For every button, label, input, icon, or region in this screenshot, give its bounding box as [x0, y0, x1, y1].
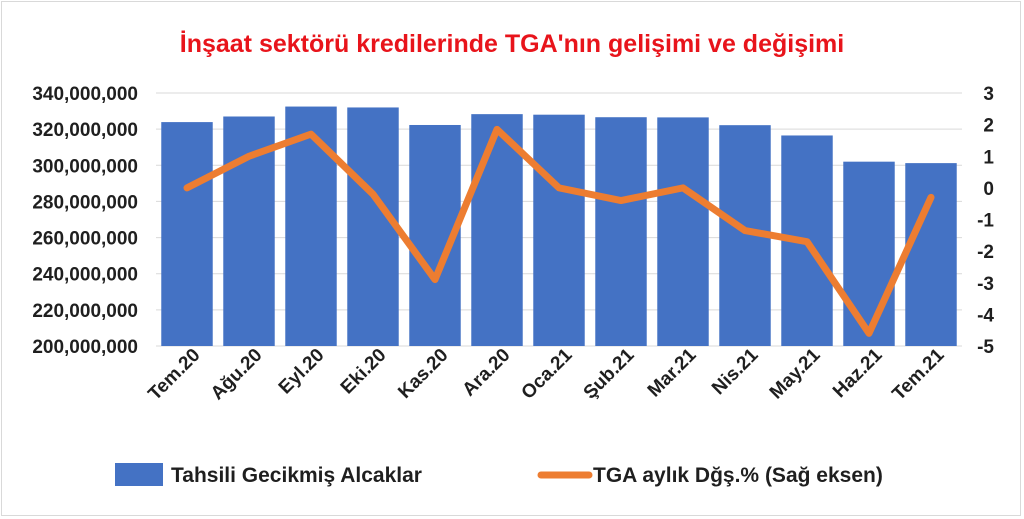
right-tick-label: -5 — [977, 337, 994, 358]
left-tick-label: 280,000,000 — [32, 192, 138, 213]
x-tick-label: Ara.20 — [459, 345, 515, 401]
x-tick-label: Mar.21 — [644, 344, 701, 401]
x-tick-label: Haz.21 — [829, 344, 887, 402]
bar — [905, 163, 957, 346]
legend-bar-label: Tahsili Gecikmiş Alcaklar — [171, 464, 422, 487]
right-tick-label: -1 — [977, 211, 994, 232]
line-point — [184, 184, 190, 191]
left-tick-label: 200,000,000 — [32, 337, 138, 358]
right-tick-label: -4 — [977, 305, 994, 326]
line-point — [618, 197, 624, 204]
x-tick-label: Ağu.20 — [207, 345, 267, 405]
legend-line-label: TGA aylık Dğş.% (Sağ eksen) — [593, 464, 883, 487]
left-tick-label: 220,000,000 — [32, 301, 138, 322]
x-tick-label: Tem.21 — [888, 344, 948, 404]
bar — [471, 114, 523, 346]
line-point — [804, 238, 810, 245]
bar — [595, 117, 647, 346]
right-tick-label: -2 — [977, 242, 994, 263]
line-point — [308, 131, 314, 138]
left-axis: 200,000,000 220,000,000 240,000,000 260,000… — [32, 84, 138, 358]
line-point — [246, 153, 252, 160]
right-tick-label: 0 — [983, 179, 994, 200]
x-tick-label: Şub.21 — [580, 344, 639, 403]
left-tick-label: 260,000,000 — [32, 229, 138, 250]
line-point — [680, 184, 686, 191]
bar — [657, 117, 709, 347]
right-tick-label: 1 — [983, 147, 994, 168]
left-tick-label: 320,000,000 — [32, 120, 138, 141]
left-tick-label: 300,000,000 — [32, 156, 138, 177]
bar — [843, 161, 895, 346]
line-series — [183, 125, 935, 337]
x-tick-label: Tem.20 — [144, 345, 204, 405]
right-tick-label: -3 — [977, 274, 994, 295]
bar — [161, 122, 213, 346]
left-tick-label: 340,000,000 — [32, 84, 138, 105]
bar — [347, 107, 399, 346]
bar — [533, 114, 585, 346]
x-tick-label: Nis.21 — [708, 344, 763, 399]
left-tick-label: 240,000,000 — [32, 265, 138, 286]
line-point — [866, 330, 872, 337]
legend: Tahsili Gecikmiş Alcaklar TGA aylık Dğş.… — [115, 463, 883, 487]
x-tick-label: Kas.20 — [394, 345, 452, 403]
right-tick-label: 3 — [983, 84, 994, 105]
line-point — [556, 184, 562, 191]
line-point — [370, 191, 376, 198]
x-tick-label: May.21 — [766, 344, 825, 403]
x-tick-label: Eyl.20 — [275, 345, 329, 399]
right-axis: -5 -4 -3 -2 -1 0 1 2 3 — [977, 84, 994, 358]
line-point — [928, 194, 934, 201]
chart-title: İnşaat sektörü kredilerinde TGA'nın geli… — [180, 30, 844, 58]
x-tick-label: Oca.21 — [518, 344, 577, 403]
right-tick-label: 2 — [983, 116, 994, 137]
line-point — [432, 276, 438, 283]
legend-bar-swatch — [115, 463, 163, 486]
x-tick-label: Eki.20 — [337, 345, 391, 399]
x-axis: Tem.20 Ağu.20 Eyl.20 Eki.20 Kas.20 Ara.20 Oca.… — [144, 344, 948, 404]
line-point — [494, 126, 500, 133]
line-point — [742, 227, 748, 234]
